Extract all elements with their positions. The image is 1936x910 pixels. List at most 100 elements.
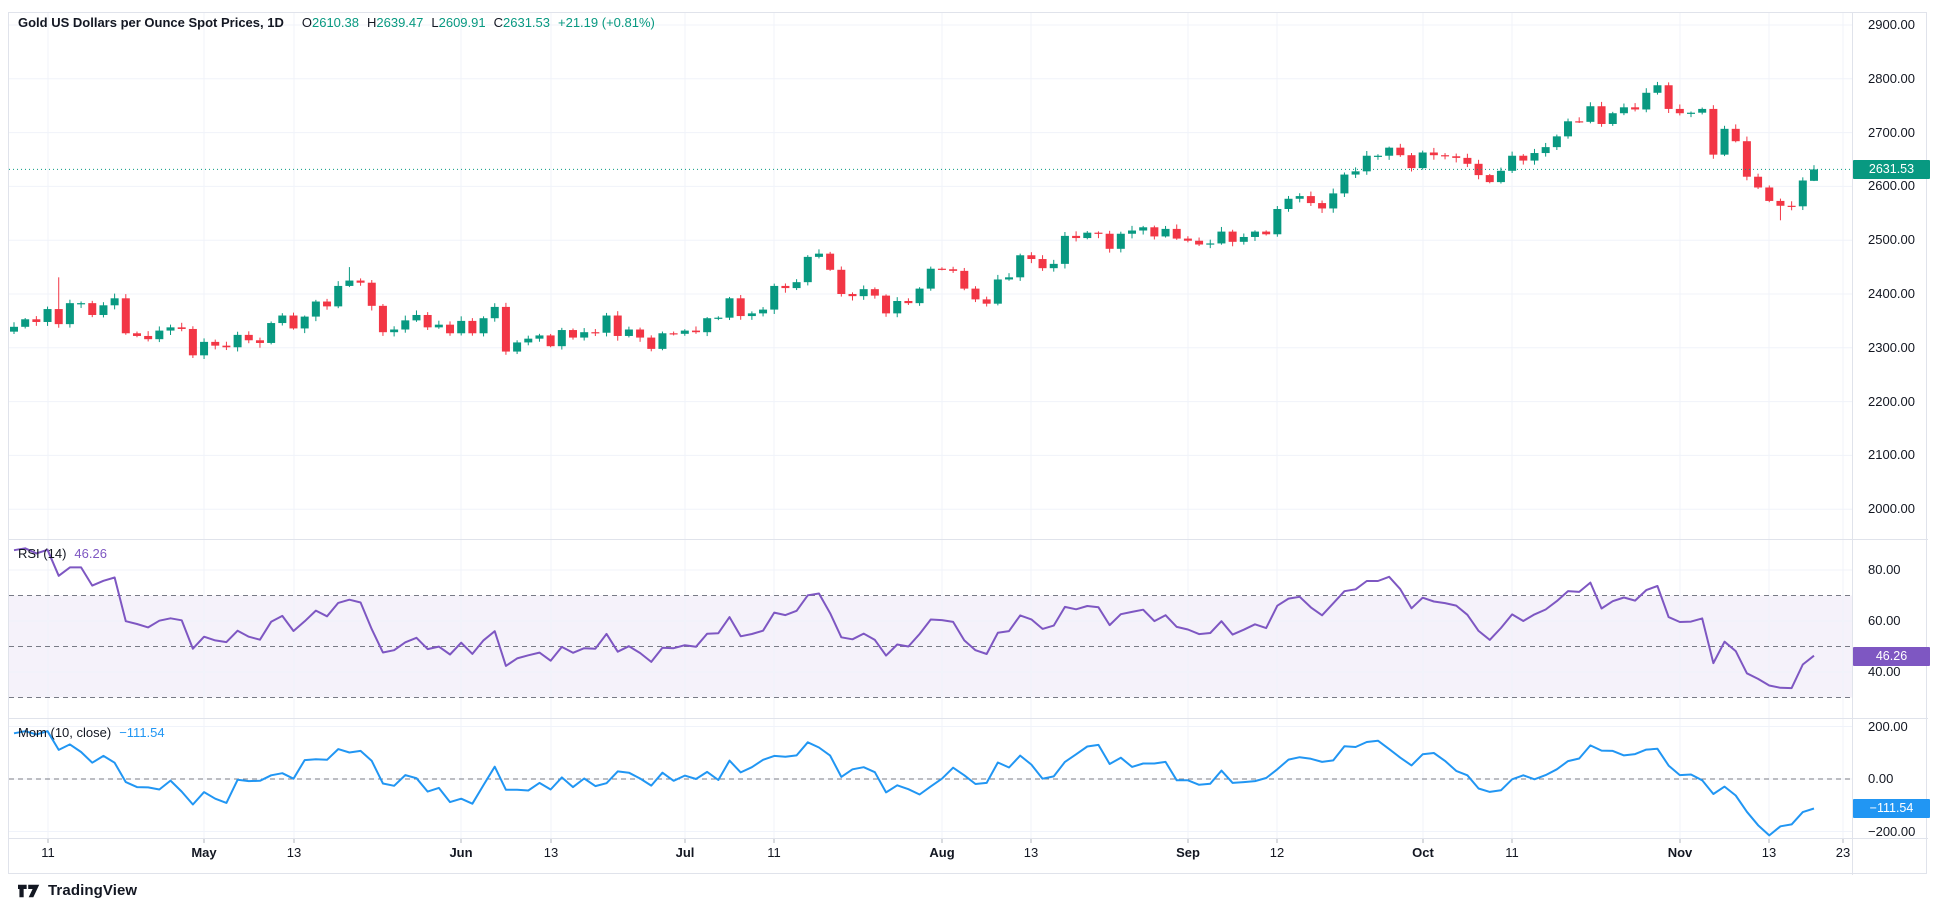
candle-body [636, 329, 645, 338]
time-axis-label: May [191, 845, 217, 860]
candle-body [1172, 228, 1181, 239]
candle-body [680, 330, 689, 334]
candle-body [759, 309, 768, 314]
ohlc-value: 2610.38 [311, 15, 359, 30]
candle-body [1362, 155, 1371, 172]
candle-body [1407, 155, 1416, 169]
candle-body [144, 335, 153, 340]
candle-body [1675, 108, 1684, 114]
time-axis-label: Jun [449, 845, 473, 860]
time-axis-label: 13 [1023, 845, 1039, 860]
candle-body [1183, 238, 1192, 241]
candle-body [88, 303, 97, 315]
candle-body [937, 268, 946, 270]
candle-body [814, 253, 823, 257]
rsi-axis-label: 60.00 [1868, 613, 1901, 628]
price-axis-label: 2000.00 [1868, 501, 1915, 517]
pane-separator-rsi[interactable] [8, 539, 1928, 540]
rsi-current-value: 46.26 [74, 546, 107, 561]
pane-separator-mom[interactable] [8, 718, 1928, 719]
candle-body [870, 289, 879, 296]
candle-body [1329, 193, 1338, 209]
ohlc-label: H [366, 15, 377, 30]
candle-body [1653, 85, 1662, 93]
candle-body [166, 327, 175, 331]
candle-body [714, 317, 723, 319]
candle-body [1754, 176, 1763, 188]
candle-body [1720, 128, 1729, 155]
tradingview-logo-icon [18, 884, 40, 897]
candle-body [1541, 147, 1550, 154]
candle-body [535, 335, 544, 339]
candle-body [110, 298, 119, 306]
candle-body [770, 285, 779, 310]
candle-body [513, 342, 522, 352]
time-axis-label: 13 [286, 845, 302, 860]
candle-body [1463, 157, 1472, 164]
candle-body [960, 270, 969, 289]
candle-body [624, 329, 633, 336]
candle-body [501, 306, 510, 352]
candle-body [915, 288, 924, 304]
candle-body [490, 306, 499, 319]
candle-body [1306, 196, 1315, 204]
candle-body [1642, 92, 1651, 110]
candle-body [691, 330, 700, 333]
time-axis-label: 13 [1761, 845, 1777, 860]
candle-body [1452, 156, 1461, 158]
candle-body [32, 319, 41, 322]
mom-value-badge: −111.54 [1853, 798, 1930, 818]
candle-body [1765, 187, 1774, 201]
candle-body [1731, 128, 1740, 142]
chart-plot-area[interactable] [0, 0, 1852, 875]
price-axis-label: 2700.00 [1868, 124, 1915, 140]
candle-body [278, 315, 287, 324]
time-axis-label: 11 [1505, 845, 1519, 860]
candle-body [1508, 155, 1517, 171]
brand-footer[interactable]: TradingView [18, 882, 137, 899]
candle-body [233, 334, 242, 348]
candle-body [1373, 155, 1382, 157]
candle-body [1798, 180, 1807, 207]
candle-body [457, 320, 466, 334]
candle-body [1128, 230, 1136, 234]
candle-body [1161, 228, 1170, 237]
symbol-title: Gold US Dollars per Ounce Spot Prices, 1… [18, 15, 284, 30]
candle-body [300, 316, 309, 329]
candle-body [1485, 175, 1494, 183]
mom-axis-label: −200.00 [1868, 823, 1916, 839]
candle-body [1709, 108, 1718, 155]
candle-body [993, 279, 1002, 304]
candle-body [524, 338, 533, 343]
candle-body [1273, 208, 1282, 235]
price-axis-border [1852, 12, 1853, 875]
candle-body [1083, 232, 1092, 239]
price-axis-label: 2400.00 [1868, 286, 1915, 301]
candle-body [1687, 112, 1695, 114]
candle-body [1597, 106, 1606, 124]
candle-body [982, 299, 991, 304]
candle-body [1239, 236, 1248, 242]
candle-body [1295, 196, 1304, 199]
candle-body [971, 288, 980, 300]
candle-body [613, 315, 622, 336]
candle-body [1552, 136, 1561, 148]
time-axis-border [8, 838, 1928, 839]
candle-body [859, 289, 868, 297]
candle-body [557, 330, 566, 347]
price-axis-label: 2600.00 [1868, 178, 1915, 194]
rsi-indicator-title: RSI (14) [18, 546, 67, 561]
mom-line [13, 730, 1815, 837]
price-axis-label: 2100.00 [1868, 447, 1915, 463]
candle-body [569, 330, 577, 338]
candle-body [1094, 232, 1103, 234]
candle-body [1429, 152, 1438, 156]
candle-body [1396, 147, 1405, 156]
candle-body [1575, 121, 1584, 123]
candle-body [1250, 231, 1259, 237]
rsi-axis-label: 40.00 [1868, 664, 1901, 679]
candle-body [546, 335, 555, 347]
rsi-value-badge: 46.26 [1853, 646, 1930, 666]
rsi-line [13, 547, 1815, 690]
